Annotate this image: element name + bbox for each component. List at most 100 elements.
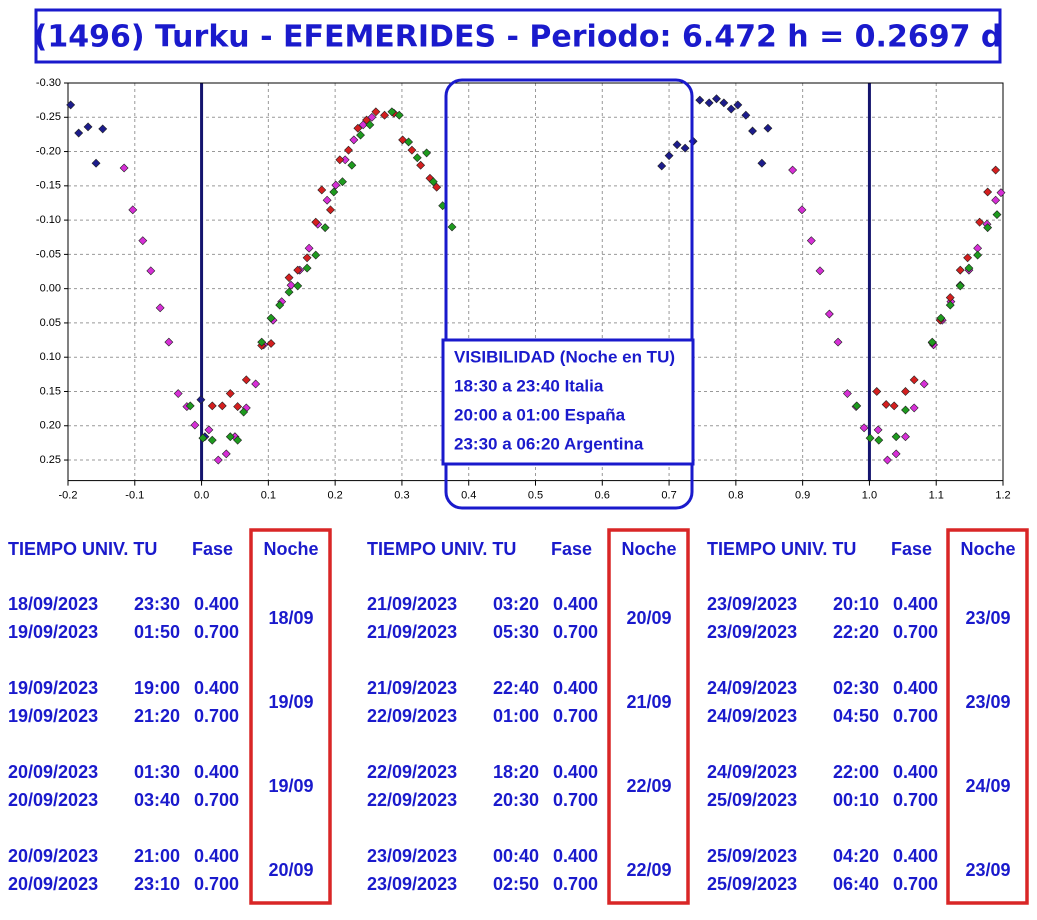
point [221,449,231,459]
time: 05:30 [493,622,539,642]
header-noche: Noche [621,539,676,559]
date: 19/09/2023 [8,622,98,642]
point [815,266,825,276]
y-tick-label: 0.20 [40,420,61,432]
point [927,337,937,347]
point [733,100,743,110]
phase: 0.700 [194,790,239,810]
header-tiempo: TIEMPO UNIV. TU [8,539,157,559]
point [704,98,714,108]
time: 01:50 [134,622,180,642]
phase: 0.700 [553,622,598,642]
date: 20/09/2023 [8,874,98,894]
point [394,110,404,120]
phase: 0.700 [893,790,938,810]
y-tick-label: -0.30 [36,77,61,89]
point [371,107,381,117]
point [356,130,365,140]
y-tick-label: -0.20 [36,145,61,157]
point [326,205,335,215]
x-tick-label: 0.0 [194,490,209,502]
point [996,188,1006,198]
x-tick-label: 0.6 [595,490,610,502]
point [842,389,852,398]
point [322,195,332,205]
point [293,281,303,291]
point [207,435,217,445]
date: 22/09/2023 [367,790,457,810]
phase: 0.400 [893,594,938,614]
point [239,407,249,417]
noche: 24/09 [965,776,1010,796]
x-tick-label: 0.1 [261,490,276,502]
noche: 23/09 [965,860,1010,880]
point [763,123,773,133]
time: 20:30 [493,790,539,810]
point [983,223,993,233]
header-noche: Noche [960,539,1015,559]
x-tick-label: 0.4 [461,490,476,502]
point [217,401,227,411]
time: 20:10 [833,594,879,614]
point [657,161,667,171]
point [320,223,330,233]
point [66,100,76,110]
point [225,432,235,442]
point [304,243,314,253]
phase: 0.400 [553,678,598,698]
point [284,273,294,283]
point [138,236,148,246]
point [266,313,276,323]
y-tick-label: 0.25 [40,454,61,466]
point [233,435,243,445]
point [190,420,200,430]
phase: 0.700 [893,622,938,642]
y-tick-label: -0.25 [36,111,61,123]
point [146,266,156,276]
point [664,151,674,161]
point [311,217,321,227]
point [91,158,101,168]
point [945,300,955,310]
date: 18/09/2023 [8,594,98,614]
noche: 20/09 [268,860,313,880]
point [788,165,798,175]
point [207,401,217,411]
phase: 0.400 [553,762,598,782]
time: 21:20 [134,706,180,726]
point [901,405,910,415]
point [331,180,341,190]
point [712,94,721,104]
point [74,128,84,138]
time: 02:50 [493,874,539,894]
point [865,433,875,443]
title: (1496) Turku - EFEMERIDES - Periodo: 6.4… [34,20,1003,55]
point [422,148,432,158]
noche-box [946,528,1029,905]
point [349,135,359,145]
phase: 0.700 [194,706,239,726]
y-tick-label: 0.00 [40,283,61,295]
tables: TIEMPO UNIV. TU Fase Noche 18/09/2023 23:30 0… [8,528,1029,905]
point [119,163,129,173]
title-box [34,8,1002,64]
time: 22:00 [833,762,879,782]
time: 00:40 [493,846,539,866]
x-tick-label: 1.0 [862,490,877,502]
noche: 20/09 [626,608,671,628]
point [909,375,919,385]
noche-box [249,528,332,905]
point [680,143,690,153]
time: 06:40 [833,874,879,894]
phase: 0.400 [194,594,239,614]
point [98,124,108,134]
time: 01:30 [134,762,180,782]
noche: 22/09 [626,860,671,880]
phase: 0.400 [893,678,938,698]
phase: 0.400 [553,594,598,614]
noche: 21/09 [626,692,671,712]
point [695,95,705,105]
point [311,250,321,260]
x-tick-label: 1.2 [995,490,1010,502]
